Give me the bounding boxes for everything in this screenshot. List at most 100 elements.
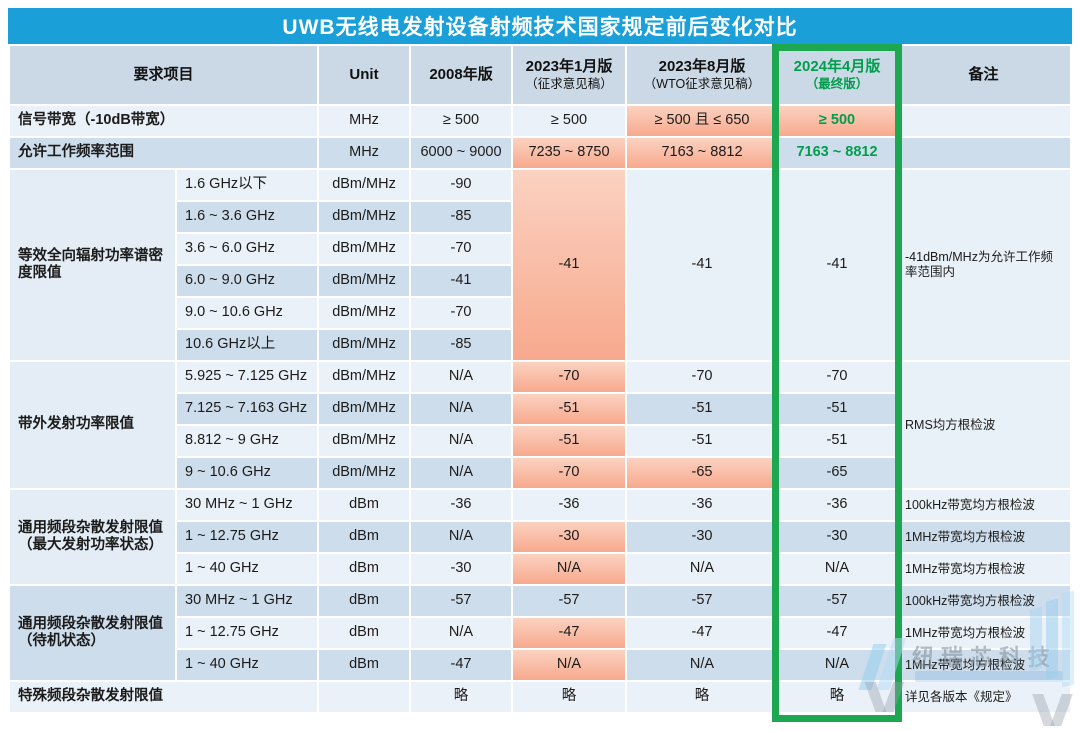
unit-cell: dBm/MHz: [319, 426, 410, 456]
range-cell: 1.6 ~ 3.6 GHz: [177, 202, 318, 232]
unit-cell: dBm/MHz: [319, 362, 410, 392]
table-row: 8.812 ~ 9 GHz dBm/MHz N/A -51 -51 -51: [10, 426, 1070, 456]
table-row: 6.0 ~ 9.0 GHz dBm/MHz -41: [10, 266, 1070, 296]
value-cell: -47: [627, 618, 778, 648]
table-row: 允许工作频率范围 MHz 6000 ~ 9000 7235 ~ 8750 7163 ~ …: [10, 138, 1071, 168]
value-cell: 7163 ~ 8812: [779, 138, 896, 168]
value-cell: ≥ 500: [513, 106, 626, 136]
value-cell: -70: [411, 234, 512, 264]
value-cell: -51: [779, 426, 896, 456]
header-unit: Unit: [319, 46, 410, 104]
value-cell: 略: [627, 682, 778, 712]
value-cell: -57: [779, 586, 896, 616]
value-cell: N/A: [411, 458, 512, 488]
header-requirement: 要求项目: [10, 46, 318, 104]
header-2023-jan-main: 2023年1月版: [525, 58, 613, 75]
header-note: 备注: [897, 46, 1071, 104]
value-cell: N/A: [411, 394, 512, 424]
unit-cell: dBm: [319, 618, 410, 648]
value-cell: -70: [513, 362, 626, 392]
value-cell: -51: [627, 394, 778, 424]
value-cell: -47: [513, 618, 626, 648]
value-cell: 7163 ~ 8812: [627, 138, 778, 168]
note-cell: 100kHz带宽均方根检波: [897, 586, 1071, 616]
note-cell: 1MHz带宽均方根检波: [897, 522, 1071, 552]
value-cell: N/A: [411, 362, 512, 392]
note-cell: [897, 138, 1071, 168]
value-cell: -57: [411, 586, 512, 616]
table-body: 信号带宽（-10dB带宽） MHz ≥ 500 ≥ 500 ≥ 500 且 ≤ 650 ≥…: [10, 106, 1071, 712]
range-cell: 10.6 GHz以上: [177, 330, 318, 360]
category-cell: 通用频段杂散发射限值（最大发射功率状态）: [10, 490, 175, 584]
comparison-table: 要求项目 Unit 2008年版 2023年1月版 （征求意见稿） 2023年8…: [8, 44, 1072, 714]
category-cell: 等效全向辐射功率谱密度限值: [10, 170, 175, 360]
table-row: 7.125 ~ 7.163 GHz dBm/MHz N/A -51 -51 -51: [10, 394, 1070, 424]
table-row: 1 ~ 12.75 GHz dBm N/A -30 -30 -30 1MHz带宽均方根检波: [10, 522, 1071, 552]
range-cell: 5.925 ~ 7.125 GHz: [177, 362, 318, 392]
row-label-cell: 信号带宽（-10dB带宽）: [10, 106, 318, 136]
header-row: 要求项目 Unit 2008年版 2023年1月版 （征求意见稿） 2023年8…: [10, 46, 1071, 104]
unit-cell: dBm: [319, 554, 410, 584]
range-cell: 8.812 ~ 9 GHz: [177, 426, 318, 456]
header-2023-jan: 2023年1月版 （征求意见稿）: [513, 46, 626, 104]
value-cell: 略: [779, 682, 896, 712]
header-2023-aug: 2023年8月版 （WTO征求意见稿）: [627, 46, 778, 104]
value-cell: -51: [513, 394, 626, 424]
unit-cell: dBm/MHz: [319, 394, 410, 424]
range-cell: 30 MHz ~ 1 GHz: [177, 586, 318, 616]
table-row: 通用频段杂散发射限值（最大发射功率状态） 30 MHz ~ 1 GHz dBm -36…: [10, 490, 1071, 584]
note-cell: 100kHz带宽均方根检波: [897, 490, 1071, 520]
page-title: UWB无线电发射设备射频技术国家规定前后变化对比: [8, 8, 1072, 44]
range-cell: 6.0 ~ 9.0 GHz: [177, 266, 318, 296]
value-cell: -30: [779, 522, 896, 552]
value-cell: 略: [513, 682, 626, 712]
value-cell: ≥ 500: [779, 106, 896, 136]
unit-cell: dBm: [319, 490, 410, 520]
note-cell: -41dBm/MHz为允许工作频率范围内: [897, 170, 1071, 360]
value-cell: -57: [627, 586, 778, 616]
unit-cell: dBm/MHz: [319, 202, 410, 232]
value-cell: N/A: [411, 426, 512, 456]
table-row: 3.6 ~ 6.0 GHz dBm/MHz -70: [10, 234, 1070, 264]
range-cell: 3.6 ~ 6.0 GHz: [177, 234, 318, 264]
value-cell: ≥ 500 且 ≤ 650: [627, 106, 778, 136]
unit-cell: dBm/MHz: [319, 458, 410, 488]
row-label-cell: 允许工作频率范围: [10, 138, 318, 168]
unit-cell: dBm/MHz: [319, 298, 410, 328]
range-cell: 7.125 ~ 7.163 GHz: [177, 394, 318, 424]
unit-cell: dBm: [319, 650, 410, 680]
value-cell: N/A: [627, 650, 778, 680]
value-cell: -41: [627, 170, 778, 360]
range-cell: 30 MHz ~ 1 GHz: [177, 490, 318, 520]
table-row: 等效全向辐射功率谱密度限值 1.6 GHz以下 dBm/MHz -90 -41 -41 -4…: [10, 170, 1071, 360]
value-cell: -47: [779, 618, 896, 648]
unit-cell: dBm: [319, 522, 410, 552]
table-row: 10.6 GHz以上 dBm/MHz -85: [10, 330, 1070, 360]
value-cell: -65: [627, 458, 778, 488]
value-cell: 6000 ~ 9000: [411, 138, 512, 168]
value-cell: -30: [513, 522, 626, 552]
value-cell: -70: [627, 362, 778, 392]
header-2023-jan-sub: （征求意见稿）: [525, 77, 613, 91]
header-2023-aug-main: 2023年8月版: [658, 58, 746, 75]
header-2024-apr-final: 2024年4月版 （最终版）: [779, 46, 896, 104]
note-cell: 1MHz带宽均方根检波: [897, 618, 1071, 648]
unit-cell: dBm/MHz: [319, 234, 410, 264]
header-2024-apr-main: 2024年4月版: [793, 58, 881, 75]
value-cell: -85: [411, 202, 512, 232]
unit-cell: dBm/MHz: [319, 170, 410, 200]
value-cell: 略: [411, 682, 512, 712]
value-cell: -57: [513, 586, 626, 616]
value-cell: -51: [779, 394, 896, 424]
value-cell: -85: [411, 330, 512, 360]
value-cell: -90: [411, 170, 512, 200]
value-cell: -47: [411, 650, 512, 680]
table-row: 1 ~ 40 GHz dBm -30 N/A N/A N/A 1MHz带宽均方根检波: [10, 554, 1071, 584]
note-cell: 详见各版本《规定》: [897, 682, 1071, 712]
row-label-cell: 特殊频段杂散发射限值: [10, 682, 318, 712]
value-cell: -41: [411, 266, 512, 296]
unit-cell: dBm/MHz: [319, 330, 410, 360]
range-cell: 1 ~ 40 GHz: [177, 554, 318, 584]
value-cell: -65: [779, 458, 896, 488]
value-cell: -70: [779, 362, 896, 392]
